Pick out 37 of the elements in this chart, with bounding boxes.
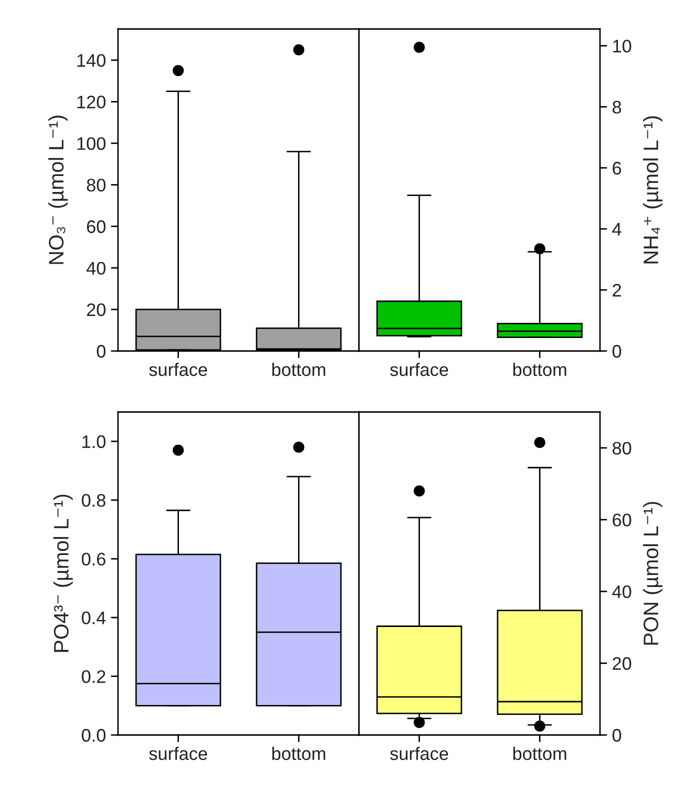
- x-tick-label: surface: [390, 362, 448, 376]
- y2-axis-title: PON (µmol L⁻¹): [643, 502, 662, 645]
- y2-tick-label: 6: [612, 162, 622, 175]
- y-tick-label: 140: [77, 54, 106, 67]
- y2-tick-label: 40: [612, 585, 632, 598]
- y-tick-label: 20: [87, 303, 106, 316]
- y-tick-label: 0.0: [82, 728, 106, 742]
- y2-tick-label: 80: [612, 442, 632, 455]
- y2-tick-label: 8: [612, 100, 622, 114]
- y-axis-title: PO4³⁻ (µmol L⁻¹): [53, 494, 73, 652]
- x-tick-label: bottom: [513, 362, 566, 376]
- y2-tick-label: 0: [612, 344, 622, 358]
- y-tick-label: 40: [86, 262, 106, 275]
- x-tick-label: surface: [149, 746, 208, 760]
- y2-axis-title: NH₄⁺ (µmol L⁻¹): [643, 116, 662, 264]
- y2-tick-label: 4: [612, 223, 622, 236]
- y-tick-label: 60: [87, 220, 106, 234]
- x-tick-label: bottom: [272, 746, 326, 760]
- y-tick-label: 0.2: [82, 670, 106, 683]
- y-axis-title: NO₃⁻ (µmol L⁻¹): [48, 116, 68, 264]
- y-tick-label: 0: [96, 344, 106, 358]
- x-tick-label: surface: [149, 362, 208, 376]
- y-tick-label: 80: [86, 178, 106, 192]
- y2-tick-label: 10: [613, 40, 632, 53]
- y2-tick-label: 2: [612, 284, 621, 296]
- x-tick-label: surface: [390, 746, 448, 760]
- y-tick-label: 0.6: [82, 552, 106, 566]
- y-tick-label: 0.4: [82, 611, 106, 624]
- y2-tick-label: 60: [612, 514, 632, 526]
- y-tick-label: 0.8: [82, 494, 106, 507]
- y2-tick-label: 0: [612, 728, 622, 742]
- y-tick-label: 1.0: [82, 435, 106, 448]
- x-tick-label: bottom: [272, 362, 326, 376]
- y-tick-label: 100: [77, 137, 106, 150]
- y-tick-label: 120: [77, 96, 106, 108]
- x-tick-label: bottom: [513, 746, 566, 760]
- y2-tick-label: 20: [612, 657, 632, 670]
